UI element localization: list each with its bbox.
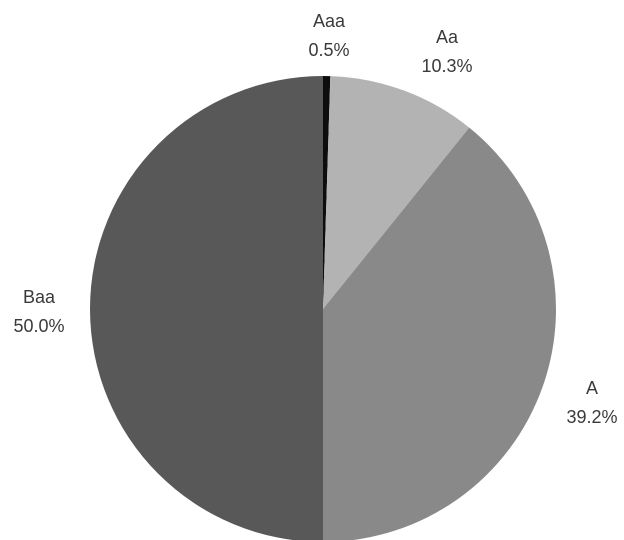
pie-slice-baa <box>90 76 323 540</box>
pie-slice-aaa <box>323 75 331 310</box>
data-label-category-baa: Baa <box>23 287 56 307</box>
data-label-category-a: A <box>586 378 598 398</box>
data-label-baa: Baa 50.0% <box>13 287 64 336</box>
pie-data-labels: Aaa 0.5% Aa 10.3% A 39.2% Baa 50.0% <box>13 11 617 427</box>
pie-slice-a <box>323 127 556 540</box>
data-label-category-aaa: Aaa <box>313 11 346 31</box>
pie-slices <box>90 75 556 540</box>
data-label-value-a: 39.2% <box>566 407 617 427</box>
data-label-aa: Aa 10.3% <box>421 27 472 76</box>
data-label-a: A 39.2% <box>566 378 617 427</box>
data-label-aaa: Aaa 0.5% <box>308 11 349 60</box>
data-label-category-aa: Aa <box>436 27 459 47</box>
data-label-value-aa: 10.3% <box>421 56 472 76</box>
data-label-value-aaa: 0.5% <box>308 40 349 60</box>
pie-slice-aa <box>323 76 470 309</box>
data-label-value-baa: 50.0% <box>13 316 64 336</box>
